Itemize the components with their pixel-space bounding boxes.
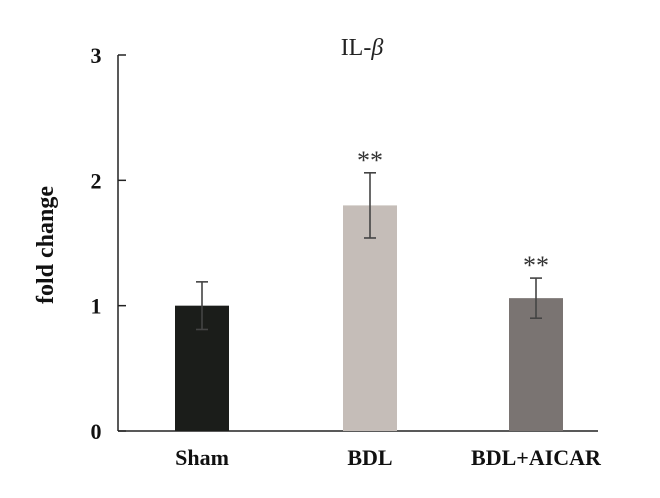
- bar: [509, 298, 563, 431]
- y-ticks: 0 1 2 3: [91, 43, 126, 444]
- y-tick-label: 1: [91, 294, 102, 319]
- beta-symbol: β: [370, 35, 383, 61]
- error-bar: [364, 172, 376, 239]
- bar: [343, 205, 397, 431]
- category-labels: Sham BDL BDL+AICAR: [175, 445, 602, 470]
- error-bar: [196, 281, 208, 331]
- annotations: ** **: [357, 146, 549, 280]
- y-tick-label: 3: [91, 43, 102, 68]
- error-bars: [196, 172, 542, 331]
- y-tick-label: 2: [91, 168, 102, 193]
- y-tick-label: 0: [91, 419, 102, 444]
- bars: [175, 205, 563, 431]
- y-axis-title: fold change: [33, 186, 59, 304]
- category-label: BDL: [347, 445, 392, 470]
- error-bar: [530, 277, 542, 320]
- significance-label: **: [357, 146, 383, 175]
- chart-title: IL-β: [341, 35, 384, 61]
- significance-label: **: [523, 251, 549, 280]
- category-label: BDL+AICAR: [471, 445, 602, 470]
- category-label: Sham: [175, 445, 229, 470]
